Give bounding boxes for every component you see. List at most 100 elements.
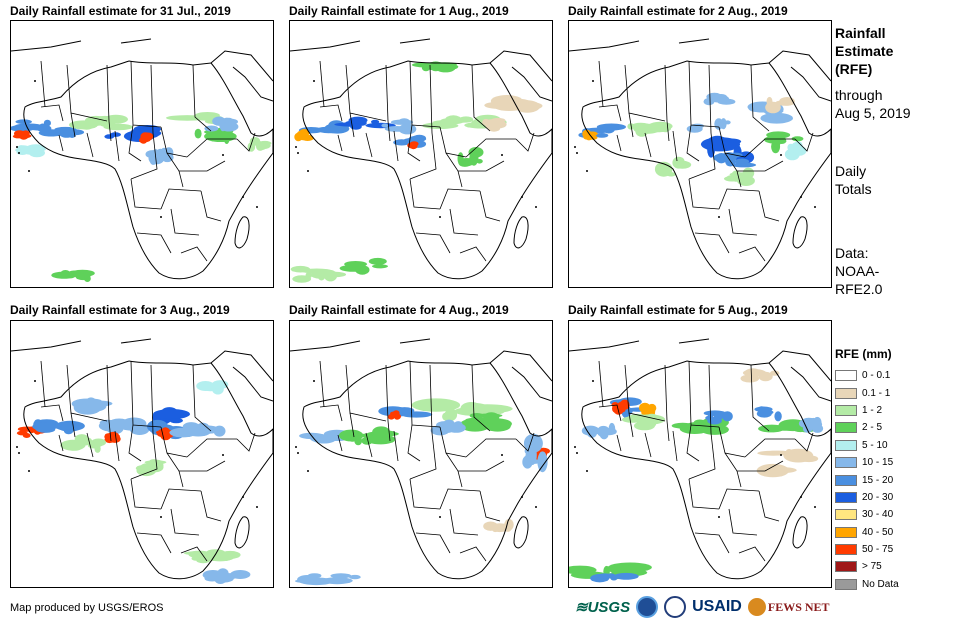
island — [18, 452, 20, 454]
island — [160, 216, 162, 218]
country-border — [407, 124, 421, 162]
legend-item: 0.1 - 1 — [835, 384, 899, 401]
country-border — [694, 232, 730, 254]
island — [34, 380, 36, 382]
rainfall-area — [673, 160, 692, 169]
country-border — [178, 170, 184, 188]
rainfall-area — [717, 98, 736, 105]
island — [307, 470, 309, 472]
country-border — [708, 64, 712, 134]
country-border — [429, 364, 433, 434]
country-border — [160, 188, 202, 210]
legend-item: 0 - 0.1 — [835, 367, 899, 384]
rainfall-area — [161, 152, 174, 163]
coastline-extra — [569, 338, 831, 402]
country-border — [387, 420, 391, 442]
rainfall-area — [223, 132, 230, 144]
country-border — [471, 364, 491, 432]
africa-map — [11, 38, 273, 282]
rainfall-area — [766, 96, 773, 107]
legend-item: 15 - 20 — [835, 471, 899, 488]
rainfall-area — [468, 147, 484, 158]
country-border — [130, 478, 162, 510]
side-title-line-3: (RFE) — [835, 61, 873, 77]
country-border — [457, 170, 463, 188]
legend-label: 1 - 2 — [862, 404, 883, 416]
country-border — [385, 64, 389, 122]
coastline-extra — [290, 338, 552, 402]
country-border — [186, 138, 237, 158]
island — [297, 452, 299, 454]
country-border — [236, 132, 256, 152]
country-border — [409, 132, 437, 180]
country-border — [758, 490, 780, 522]
country-border — [200, 190, 222, 222]
island — [297, 152, 299, 154]
island — [242, 496, 244, 498]
rainfall-area — [469, 413, 484, 419]
rainfall-area — [214, 576, 229, 583]
country-border — [644, 432, 652, 458]
island — [780, 154, 782, 156]
country-border — [598, 60, 604, 108]
island — [28, 170, 30, 172]
country-border — [166, 452, 226, 472]
rainfall-area — [390, 119, 414, 125]
country-border — [192, 64, 212, 132]
country-border — [728, 508, 758, 536]
rainfall-area — [442, 412, 450, 421]
legend-item: 30 - 40 — [835, 506, 899, 523]
madagascar-outline — [513, 516, 529, 549]
rainfall-area — [442, 419, 456, 431]
country-border — [409, 178, 441, 210]
legend-label: 10 - 15 — [862, 457, 894, 469]
country-border — [166, 152, 226, 172]
panel-title-1: Daily Rainfall estimate for 31 Jul., 201… — [10, 4, 231, 18]
country-border — [70, 412, 76, 438]
legend-label: 5 - 10 — [862, 439, 888, 451]
island — [439, 216, 441, 218]
side-period-line-2: Aug 5, 2019 — [835, 105, 911, 121]
rainfall-area — [381, 123, 389, 128]
side-period: through Aug 5, 2019 — [835, 86, 911, 122]
rainfall-area — [106, 422, 124, 435]
fews-net-label: FEWS NET — [767, 599, 830, 614]
rainfall-area — [52, 422, 84, 430]
island — [718, 216, 720, 218]
legend-item: 10 - 15 — [835, 454, 899, 471]
country-border — [186, 438, 237, 458]
legend-swatch — [835, 404, 857, 416]
legend-label: 0 - 0.1 — [862, 370, 891, 382]
fews-globe-icon — [747, 598, 766, 616]
country-border — [128, 124, 142, 162]
rainfall-area — [354, 436, 363, 446]
rainfall-area — [110, 433, 120, 440]
side-title-line-2: Estimate — [835, 43, 894, 59]
legend-item: 1 - 2 — [835, 402, 899, 419]
rainfall-area — [16, 149, 29, 155]
rainfall-area — [460, 402, 483, 415]
island — [800, 496, 802, 498]
country-border — [130, 132, 158, 180]
legend-label: 2 - 5 — [862, 422, 883, 434]
rainfall-map-5-aug — [568, 320, 832, 588]
rainfall-area — [372, 426, 390, 438]
country-border — [644, 132, 652, 158]
country-border — [236, 432, 256, 452]
country-border — [178, 470, 184, 488]
country-border — [598, 404, 622, 422]
panel-title-2: Daily Rainfall estimate for 1 Aug., 2019 — [289, 4, 509, 18]
island — [256, 206, 258, 208]
rainfall-area — [785, 449, 793, 455]
country-border — [108, 120, 112, 142]
country-border — [616, 134, 622, 152]
country-border — [130, 178, 162, 210]
rainfall-area — [38, 129, 64, 137]
rainfall-area — [731, 162, 757, 168]
legend-label: 15 - 20 — [862, 474, 894, 486]
rainfall-area — [294, 578, 329, 584]
panel-title-4: Daily Rainfall estimate for 3 Aug., 2019 — [10, 303, 230, 317]
panel-title-6: Daily Rainfall estimate for 5 Aug., 2019 — [568, 303, 788, 317]
coastline — [581, 360, 831, 580]
country-border — [319, 60, 325, 108]
